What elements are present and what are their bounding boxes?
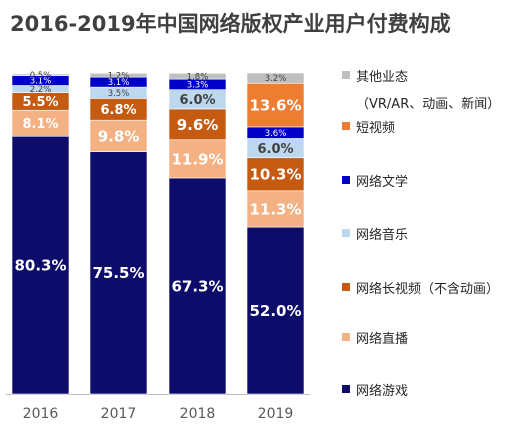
legend-label: 短视频 bbox=[356, 121, 396, 136]
legend-swatch bbox=[342, 333, 350, 341]
data-label-2019-1: 11.3% bbox=[249, 200, 301, 218]
data-label-2019-5: 13.6% bbox=[249, 97, 301, 115]
data-label-2016-4: 3.1% bbox=[30, 77, 52, 87]
data-label-2016-2: 5.5% bbox=[22, 95, 58, 110]
legend-swatch bbox=[342, 385, 350, 393]
legend-label: 其他业态 bbox=[356, 70, 409, 85]
legend-label: 网络长视频（不含动画） bbox=[356, 282, 500, 297]
data-label-2016-6: 0.5% bbox=[30, 71, 52, 81]
data-label-2018-4: 3.3% bbox=[187, 80, 209, 90]
bar-segment-2018-0 bbox=[168, 177, 227, 395]
data-label-2016-1: 8.1% bbox=[22, 117, 58, 132]
data-label-2017-3: 3.5% bbox=[108, 89, 130, 99]
data-label-2018-0: 67.3% bbox=[171, 277, 223, 295]
bar-segment-2019-0 bbox=[246, 226, 305, 395]
legend-item: 网络文学 bbox=[342, 171, 408, 190]
legend-swatch bbox=[342, 283, 350, 291]
bar-segment-2018-1 bbox=[168, 139, 227, 179]
legend-item: 网络直播 bbox=[342, 328, 408, 347]
data-label-2019-2: 10.3% bbox=[249, 166, 301, 184]
legend-item: 其他业态 （VR/AR、动画、新闻） bbox=[342, 66, 500, 112]
bar-segment-2017-0 bbox=[89, 151, 148, 395]
bar-segment-2019-1 bbox=[246, 190, 305, 228]
data-label-2019-6: 3.2% bbox=[265, 74, 287, 84]
x-tick-label-2017: 2017 bbox=[101, 406, 137, 422]
bar-segment-2016-0 bbox=[11, 135, 70, 395]
x-tick-label-2018: 2018 bbox=[180, 406, 216, 422]
data-label-2018-1: 11.9% bbox=[171, 150, 223, 168]
bar-segment-2018-6 bbox=[168, 73, 227, 80]
x-tick-label-2016: 2016 bbox=[23, 406, 59, 422]
bar-segment-2019-6 bbox=[246, 72, 305, 84]
data-label-2017-1: 9.8% bbox=[98, 127, 140, 145]
legend-swatch bbox=[342, 71, 350, 79]
legend-item: 短视频 bbox=[342, 117, 395, 136]
legend-sublabel: （VR/AR、动画、新闻） bbox=[356, 97, 501, 112]
x-tick-label-2019: 2019 bbox=[258, 406, 294, 422]
legend-swatch bbox=[342, 229, 350, 237]
legend-label: 网络游戏 bbox=[356, 384, 409, 399]
data-label-2016-0: 80.3% bbox=[14, 257, 66, 275]
data-label-2017-0: 75.5% bbox=[92, 264, 144, 282]
data-label-2018-3: 6.0% bbox=[179, 93, 215, 108]
data-label-2017-6: 1.2% bbox=[108, 71, 130, 81]
legend-item: 网络音乐 bbox=[342, 224, 408, 243]
data-label-2017-4: 3.1% bbox=[108, 78, 130, 88]
data-label-2019-4: 3.6% bbox=[265, 129, 287, 139]
legend-swatch bbox=[342, 122, 350, 130]
bar-segment-2019-2 bbox=[246, 157, 305, 192]
data-label-2018-6: 1.8% bbox=[187, 72, 209, 82]
data-label-2016-3: 2.2% bbox=[30, 85, 52, 95]
chart-title: 2016-2019年中国网络版权产业用户付费构成 bbox=[10, 12, 451, 36]
data-label-2019-0: 52.0% bbox=[249, 302, 301, 320]
legend-label: 网络直播 bbox=[356, 332, 409, 347]
bar-segment-2016-6 bbox=[11, 73, 70, 76]
data-label-2019-3: 6.0% bbox=[257, 142, 293, 157]
bar-segment-2017-6 bbox=[89, 73, 148, 78]
bar-segment-2017-1 bbox=[89, 119, 148, 152]
data-label-2018-2: 9.6% bbox=[177, 116, 219, 134]
legend-label: 网络音乐 bbox=[356, 228, 409, 243]
legend-swatch bbox=[342, 176, 350, 184]
data-label-2017-2: 6.8% bbox=[100, 103, 136, 118]
legend-item: 网络长视频（不含动画） bbox=[342, 278, 499, 297]
legend-label: 网络文学 bbox=[356, 175, 409, 190]
bar-segment-2018-2 bbox=[168, 108, 227, 141]
legend-item: 网络游戏 bbox=[342, 380, 408, 399]
